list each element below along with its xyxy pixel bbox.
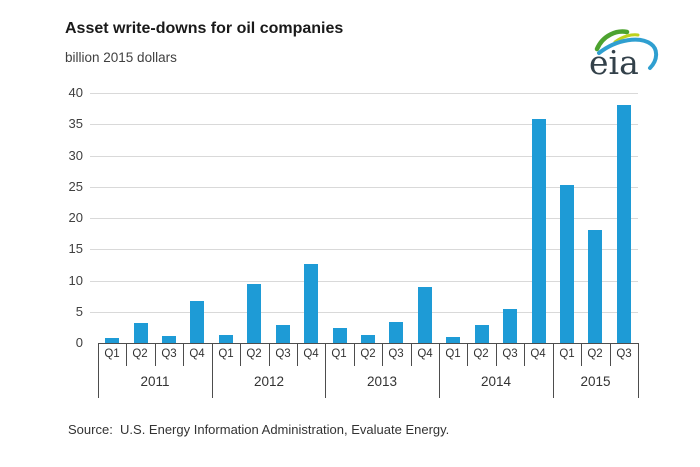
eia-logo: eia — [586, 22, 670, 82]
bar — [190, 301, 204, 343]
year-separator-line — [98, 343, 99, 398]
chart-title: Asset write-downs for oil companies — [65, 20, 344, 37]
eia-logo-graphic: eia — [589, 29, 659, 82]
quarter-tick-label: Q1 — [331, 348, 347, 360]
year-tick-label: 2014 — [480, 374, 512, 389]
gridline — [90, 311, 638, 313]
logo-swoosh-yellow-icon — [613, 33, 640, 44]
quarter-tick-label: Q1 — [218, 348, 234, 360]
year-tick-label: 2015 — [580, 374, 611, 389]
bar — [560, 185, 574, 343]
quarter-tick-label: Q4 — [303, 348, 319, 360]
quarter-tick-label: Q2 — [360, 348, 376, 360]
year-separator-line — [439, 343, 440, 398]
year-tick-label: 2011 — [140, 374, 170, 389]
bar — [333, 328, 347, 343]
bar — [389, 322, 403, 343]
bar — [617, 105, 631, 343]
gridline — [90, 249, 638, 251]
bar-chart-plot-area — [90, 93, 638, 344]
y-tick-label: 30 — [68, 147, 83, 163]
quarter-tick-label: Q3 — [275, 348, 291, 360]
y-tick-label: 5 — [75, 303, 83, 319]
y-tick-label: 35 — [68, 116, 83, 132]
quarter-separator-line — [610, 343, 611, 366]
quarter-tick-label: Q1 — [104, 348, 120, 360]
year-tick-label: 2012 — [253, 374, 285, 389]
gridline — [90, 155, 638, 157]
bar — [361, 335, 375, 343]
bar — [446, 337, 460, 343]
y-tick-label: 20 — [68, 210, 83, 225]
x-axis-line — [98, 343, 638, 344]
quarter-separator-line — [354, 343, 355, 366]
bar — [162, 336, 176, 343]
bar — [105, 338, 119, 343]
quarter-separator-line — [155, 343, 156, 366]
gridline — [90, 124, 638, 126]
bar — [134, 323, 148, 343]
year-tick-label: 2013 — [366, 374, 398, 389]
quarter-tick-label: Q3 — [616, 348, 632, 360]
quarter-tick-label: Q2 — [587, 348, 603, 360]
quarter-tick-label: Q2 — [473, 348, 489, 360]
gridline — [90, 280, 638, 282]
quarter-tick-label: Q3 — [388, 348, 404, 360]
quarter-separator-line — [382, 343, 383, 366]
bar — [219, 335, 233, 343]
quarter-tick-label: Q1 — [559, 348, 575, 360]
quarter-separator-line — [240, 343, 241, 366]
gridline — [90, 186, 638, 188]
bar — [532, 119, 546, 343]
quarter-tick-label: Q3 — [502, 348, 518, 360]
gridline — [90, 218, 638, 219]
y-tick-label: 40 — [68, 85, 83, 100]
bar — [247, 284, 261, 343]
quarter-separator-line — [581, 343, 582, 366]
year-separator-line — [553, 343, 554, 398]
quarter-tick-label: Q3 — [161, 348, 177, 360]
chart-subtitle: billion 2015 dollars — [65, 50, 177, 65]
quarter-tick-label: Q2 — [246, 348, 262, 360]
quarter-separator-line — [126, 343, 127, 366]
quarter-separator-line — [496, 343, 497, 366]
bar — [304, 264, 318, 343]
logo-swoosh-blue-icon — [597, 37, 659, 70]
source-note: Source: U.S. Energy Information Administ… — [68, 422, 450, 437]
quarter-separator-line — [524, 343, 525, 366]
quarter-tick-label: Q1 — [445, 348, 461, 360]
bar — [503, 309, 517, 343]
gridline — [90, 93, 638, 94]
year-separator-line — [638, 343, 639, 398]
y-tick-label: 0 — [75, 335, 83, 350]
y-tick-label: 10 — [68, 272, 83, 288]
quarter-tick-label: Q4 — [417, 348, 433, 360]
bar — [276, 325, 290, 343]
year-separator-line — [325, 343, 326, 398]
year-separator-line — [212, 343, 213, 398]
logo-swoosh-green-icon — [594, 29, 630, 52]
quarter-tick-label: Q4 — [530, 348, 546, 360]
y-tick-label: 25 — [68, 178, 83, 194]
bar — [475, 325, 489, 343]
quarter-separator-line — [297, 343, 298, 366]
quarter-separator-line — [467, 343, 468, 366]
quarter-separator-line — [183, 343, 184, 366]
quarter-separator-line — [411, 343, 412, 366]
quarter-tick-label: Q4 — [189, 348, 205, 360]
quarter-tick-label: Q2 — [132, 348, 148, 360]
bar — [588, 230, 602, 343]
quarter-separator-line — [269, 343, 270, 366]
bar — [418, 287, 432, 343]
y-tick-label: 15 — [68, 241, 83, 257]
eia-logo-text: eia — [589, 43, 639, 82]
